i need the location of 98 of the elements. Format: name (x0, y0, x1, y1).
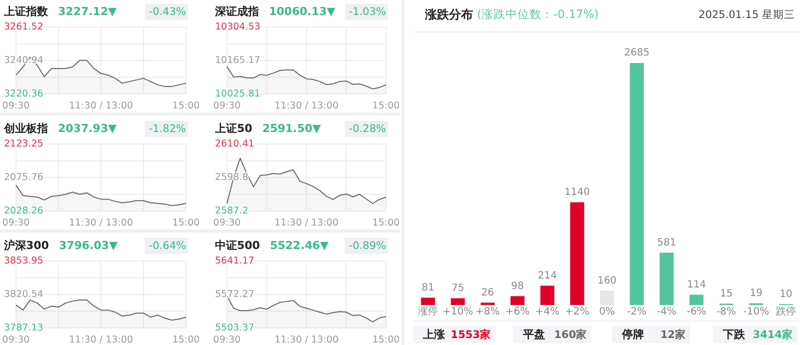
chart-title: 创业板指 (3, 122, 48, 136)
chart-title: 涨跌分布 (424, 7, 473, 22)
y-tick-label: 10165.17 (215, 55, 260, 66)
data-label: 26 (481, 287, 494, 298)
y-tick-label: 3261.52 (4, 22, 44, 33)
data-label: 160 (597, 275, 617, 286)
y-tick-label: 10304.53 (215, 22, 260, 33)
data-label: 75 (451, 282, 464, 294)
data-label: 98 (511, 280, 524, 292)
bar (570, 202, 584, 305)
data-label: 581 (657, 237, 676, 248)
y-tick-label: 2610.41 (215, 138, 254, 150)
x-tick-label: 涨停 (418, 306, 438, 318)
chart-subtitle: 10060.13▼ (269, 5, 336, 18)
text: -1.03% (348, 6, 386, 18)
x-tick-label: 跌停 (776, 306, 796, 318)
bar (600, 290, 614, 305)
x-tick-label: 09:30 (2, 218, 30, 229)
x-tick-label: +6% (505, 306, 530, 318)
x-tick-label: +2% (565, 306, 590, 318)
data-label: 15 (720, 288, 733, 300)
chart-subtitle: 5522.46▼ (270, 239, 330, 252)
x-tick-label: -4% (656, 306, 676, 318)
text: -0.64% (148, 240, 186, 252)
y-tick-label: 3787.13 (4, 322, 44, 334)
bar (690, 294, 704, 305)
data-label: 10 (780, 288, 792, 300)
x-tick-label: 15:00 (172, 334, 200, 345)
bar (540, 286, 554, 305)
chart-subtitle: (涨跌中位数：-0.17%) (477, 7, 599, 22)
data-label: 114 (686, 279, 706, 290)
x-tick-label: 11:30 / 13:00 (274, 218, 338, 229)
y-tick-label: 10025.81 (215, 88, 260, 100)
text: 1553家 (450, 328, 491, 341)
y-tick-label: 5503.37 (215, 322, 254, 334)
x-tick-label: -6% (686, 306, 706, 318)
bar (421, 298, 435, 305)
data-label: 81 (422, 282, 434, 294)
chart-subtitle: 2591.50▼ (262, 122, 322, 136)
chart-subtitle: 2037.93▼ (58, 122, 118, 136)
x-tick-label: 11:30 / 13:00 (69, 334, 133, 345)
text: 3414家 (752, 328, 793, 341)
x-tick-label: 15:00 (172, 218, 200, 229)
data-label: 19 (750, 288, 763, 300)
y-tick-label: 2028.26 (4, 206, 44, 217)
x-tick-label: +8% (476, 306, 500, 318)
text: -0.28% (348, 122, 386, 135)
x-tick-label: 0% (599, 306, 615, 318)
x-tick-label: 09:30 (213, 218, 241, 229)
chart-title: 中证500 (215, 239, 260, 252)
x-tick-label: 09:30 (213, 100, 241, 112)
text: 2025.01.15 星期三 (698, 8, 795, 21)
x-tick-label: +4% (535, 306, 560, 318)
bar (660, 252, 674, 305)
x-tick-label: 11:30 / 13:00 (274, 334, 338, 345)
y-tick-label: 5572.27 (215, 289, 254, 300)
text: -0.43% (148, 6, 186, 18)
y-tick-label: 3820.54 (4, 289, 44, 300)
x-tick-label: 15:00 (172, 100, 200, 112)
text: 平盘 (522, 328, 545, 342)
y-tick-label: 2123.25 (4, 138, 44, 150)
bar (450, 298, 465, 305)
chart-subtitle: 3227.12▼ (58, 5, 118, 18)
x-tick-label: 15:00 (372, 218, 400, 229)
y-tick-label: 3853.95 (4, 256, 44, 267)
chart-title: 上证指数 (3, 5, 49, 18)
x-tick-label: 15:00 (372, 334, 400, 345)
data-label: 214 (538, 270, 557, 282)
x-tick-label: -10% (743, 306, 770, 318)
chart-title: 深证成指 (214, 5, 259, 18)
chart-subtitle: 3796.03▼ (58, 239, 118, 252)
x-tick-label: 15:00 (372, 100, 400, 112)
x-tick-label: 11:30 / 13:00 (69, 218, 133, 229)
x-tick-label: -8% (716, 306, 736, 318)
y-tick-label: 2587.2 (215, 206, 248, 217)
x-tick-label: 09:30 (2, 334, 30, 345)
text: 12家 (660, 328, 686, 341)
text: -0.89% (348, 240, 386, 252)
text: 160家 (554, 328, 587, 341)
y-tick-label: 5641.17 (215, 256, 254, 267)
y-tick-label: 3220.36 (4, 88, 44, 100)
text: -1.82% (148, 122, 186, 135)
x-tick-label: 09:30 (213, 334, 241, 345)
x-tick-label: -2% (627, 306, 647, 318)
y-tick-label: 2075.76 (4, 172, 44, 184)
chart-title: 沪深300 (3, 239, 50, 252)
bar (510, 296, 524, 305)
chart-title: 上证50 (214, 122, 253, 136)
x-tick-label: 09:30 (2, 100, 30, 112)
data-label: 1140 (564, 186, 590, 198)
data-label: 2685 (624, 48, 650, 59)
x-tick-label: 11:30 / 13:00 (274, 100, 338, 112)
bar (630, 63, 644, 305)
text: 上涨 (422, 328, 446, 342)
x-tick-label: +10% (442, 306, 474, 318)
x-tick-label: 11:30 / 13:00 (69, 100, 133, 112)
text: 停牌 (621, 328, 644, 342)
text: 下跌 (722, 328, 746, 342)
